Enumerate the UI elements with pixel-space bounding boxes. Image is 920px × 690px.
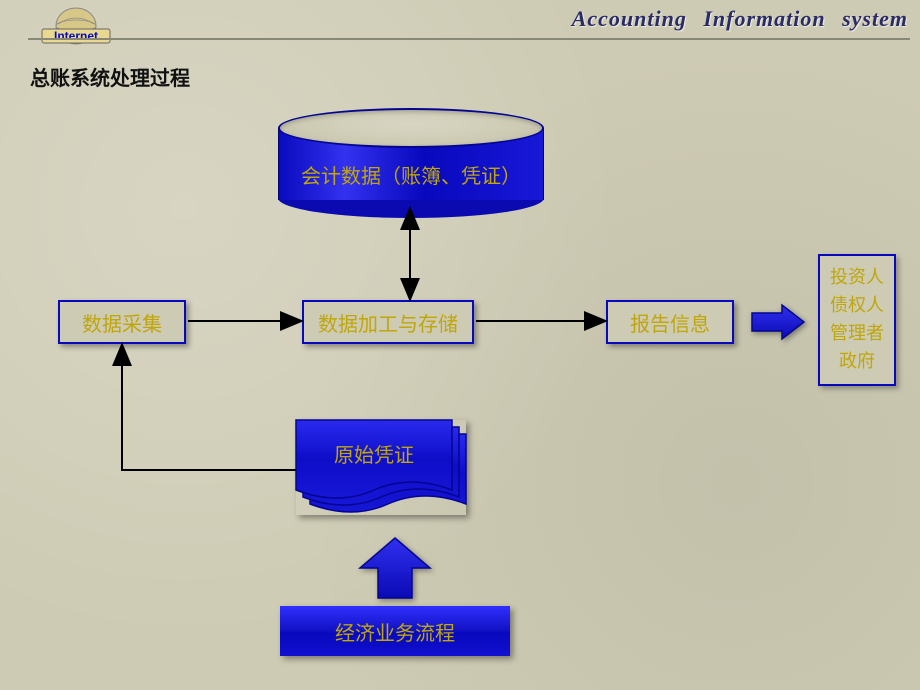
process-label: 数据加工与存储 bbox=[318, 308, 458, 337]
node-business: 经济业务流程 bbox=[280, 606, 510, 656]
internet-logo: Internet bbox=[36, 4, 116, 54]
stakeholder-item: 债权人 bbox=[826, 292, 888, 320]
edges-layer bbox=[0, 0, 920, 690]
report-label: 报告信息 bbox=[630, 308, 710, 337]
stakeholder-item: 管理者 bbox=[826, 320, 888, 348]
node-stakeholders: 投资人 债权人 管理者 政府 bbox=[818, 254, 896, 386]
svg-text:Internet: Internet bbox=[54, 29, 98, 43]
node-process: 数据加工与存储 bbox=[302, 300, 474, 344]
block-arrow-right bbox=[752, 305, 804, 339]
stakeholder-item: 投资人 bbox=[826, 264, 888, 292]
header-title: Accounting Information system bbox=[572, 6, 908, 32]
stakeholder-item: 政府 bbox=[826, 348, 888, 376]
node-cylinder-data: 会计数据（账簿、凭证） bbox=[278, 108, 544, 208]
node-collect: 数据采集 bbox=[58, 300, 186, 344]
node-report: 报告信息 bbox=[606, 300, 734, 344]
cylinder-label: 会计数据（账簿、凭证） bbox=[278, 160, 544, 189]
edge-voucher-collect bbox=[122, 346, 296, 470]
voucher-label-svg: 原始凭证 bbox=[334, 444, 414, 467]
section-title: 总账系统处理过程 bbox=[30, 62, 190, 91]
block-arrow-up bbox=[360, 538, 430, 598]
collect-label: 数据采集 bbox=[82, 308, 162, 337]
business-label: 经济业务流程 bbox=[335, 617, 455, 646]
node-voucher: 原始凭证 bbox=[296, 420, 466, 515]
header-divider bbox=[28, 38, 910, 40]
